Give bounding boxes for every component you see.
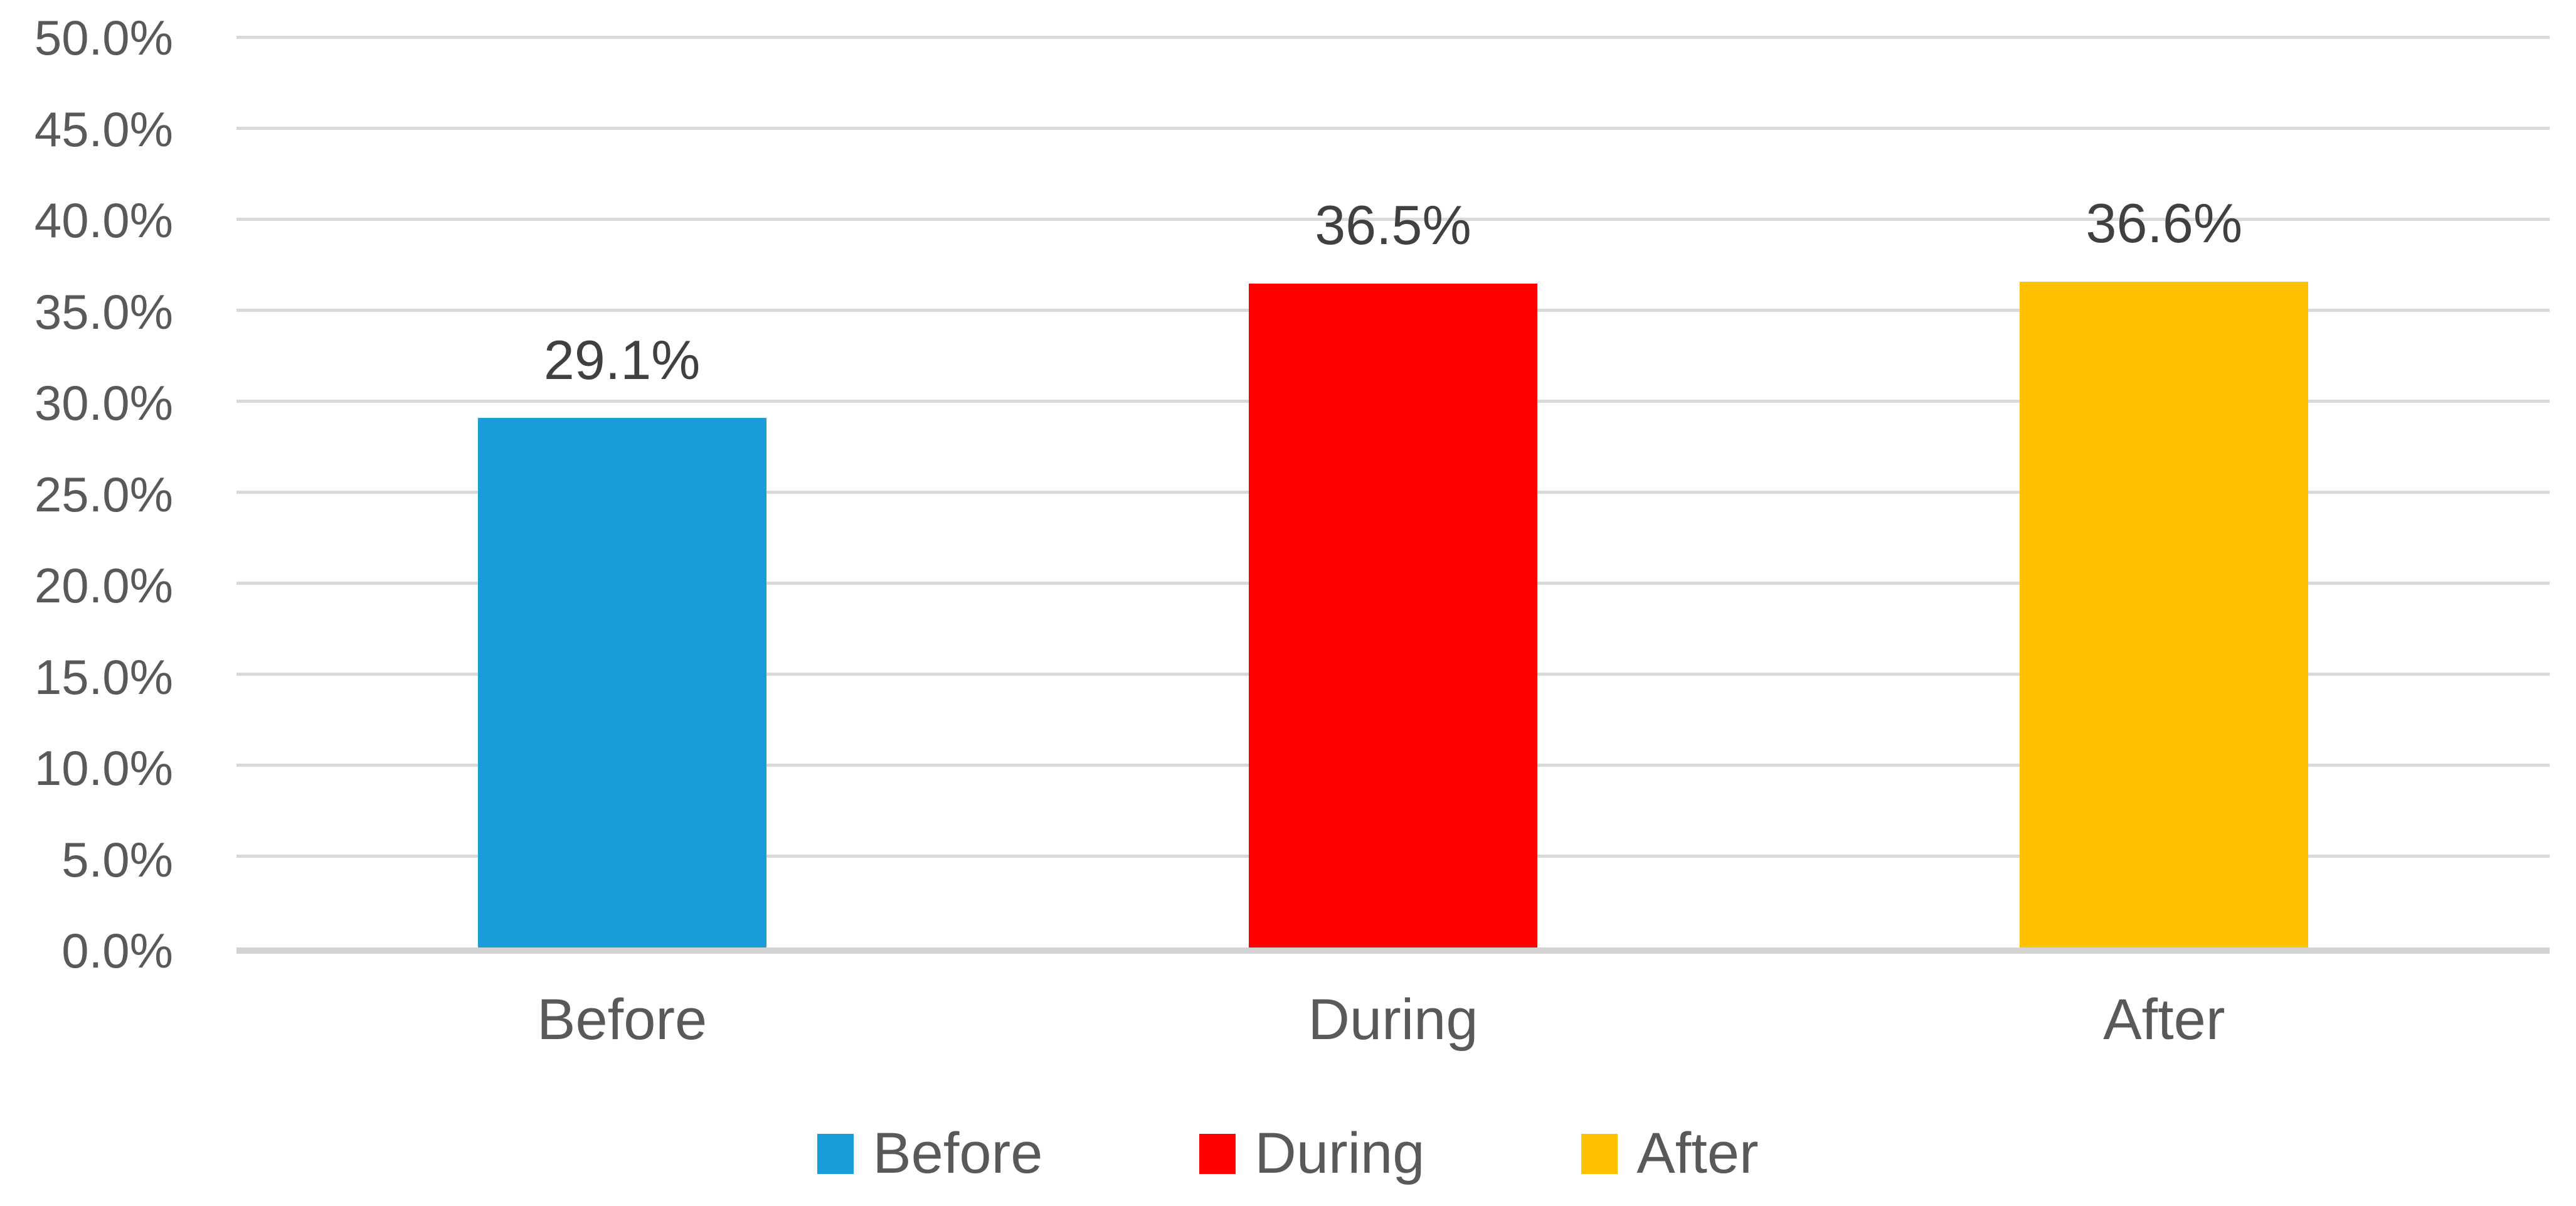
bar-value-during: 36.5% bbox=[1315, 194, 1471, 257]
bar-slot-before: 29.1% bbox=[236, 38, 1007, 947]
y-tick-label: 5.0% bbox=[61, 831, 173, 887]
legend-label-after: After bbox=[1636, 1121, 1759, 1185]
gridline bbox=[236, 127, 2550, 130]
y-axis: 0.0% 5.0% 10.0% 15.0% 20.0% 25.0% 30.0% 35.0% 40… bbox=[0, 13, 177, 975]
gridline bbox=[236, 218, 2550, 221]
x-axis-labels: Before During After bbox=[236, 985, 2550, 1054]
x-axis-line bbox=[236, 947, 2550, 954]
legend-label-during: During bbox=[1254, 1121, 1425, 1185]
bar-value-before: 29.1% bbox=[543, 328, 701, 391]
y-tick-label: 30.0% bbox=[34, 375, 173, 430]
bar-during: 36.5% bbox=[1248, 194, 1537, 947]
bar-slot-during: 36.5% bbox=[1007, 38, 1778, 947]
y-tick-label: 0.0% bbox=[61, 923, 173, 978]
x-label-during: During bbox=[1308, 988, 1478, 1052]
legend-label-before: Before bbox=[872, 1121, 1043, 1185]
bar-slot-after: 36.6% bbox=[1779, 38, 2550, 947]
y-tick-label: 40.0% bbox=[34, 193, 173, 248]
legend-item-after: After bbox=[1581, 1121, 1759, 1185]
legend-swatch-during-icon bbox=[1199, 1133, 1236, 1174]
y-tick-label: 50.0% bbox=[34, 10, 173, 65]
legend-swatch-before-icon bbox=[817, 1133, 854, 1174]
legend: Before During After bbox=[0, 1121, 2576, 1185]
bars-row: 29.1% 36.5% 36.6% bbox=[236, 38, 2550, 947]
y-tick-label: 15.0% bbox=[34, 649, 173, 705]
x-label-after: After bbox=[2103, 988, 2225, 1052]
bar-value-after: 36.6% bbox=[2086, 192, 2243, 255]
y-tick-label: 20.0% bbox=[34, 558, 173, 613]
legend-item-during: During bbox=[1199, 1121, 1425, 1185]
y-tick-label: 25.0% bbox=[34, 466, 173, 522]
bar-after: 36.6% bbox=[2020, 192, 2309, 947]
plot-area: 29.1% 36.5% 36.6% bbox=[236, 36, 2550, 954]
gridline bbox=[236, 36, 2550, 39]
bar-before: 29.1% bbox=[477, 329, 766, 947]
y-tick-label: 45.0% bbox=[34, 101, 173, 157]
legend-swatch-after-icon bbox=[1581, 1133, 1618, 1174]
x-label-before: Before bbox=[537, 988, 708, 1052]
y-tick-label: 35.0% bbox=[34, 284, 173, 339]
y-tick-label: 10.0% bbox=[34, 740, 173, 796]
legend-item-before: Before bbox=[817, 1121, 1043, 1185]
